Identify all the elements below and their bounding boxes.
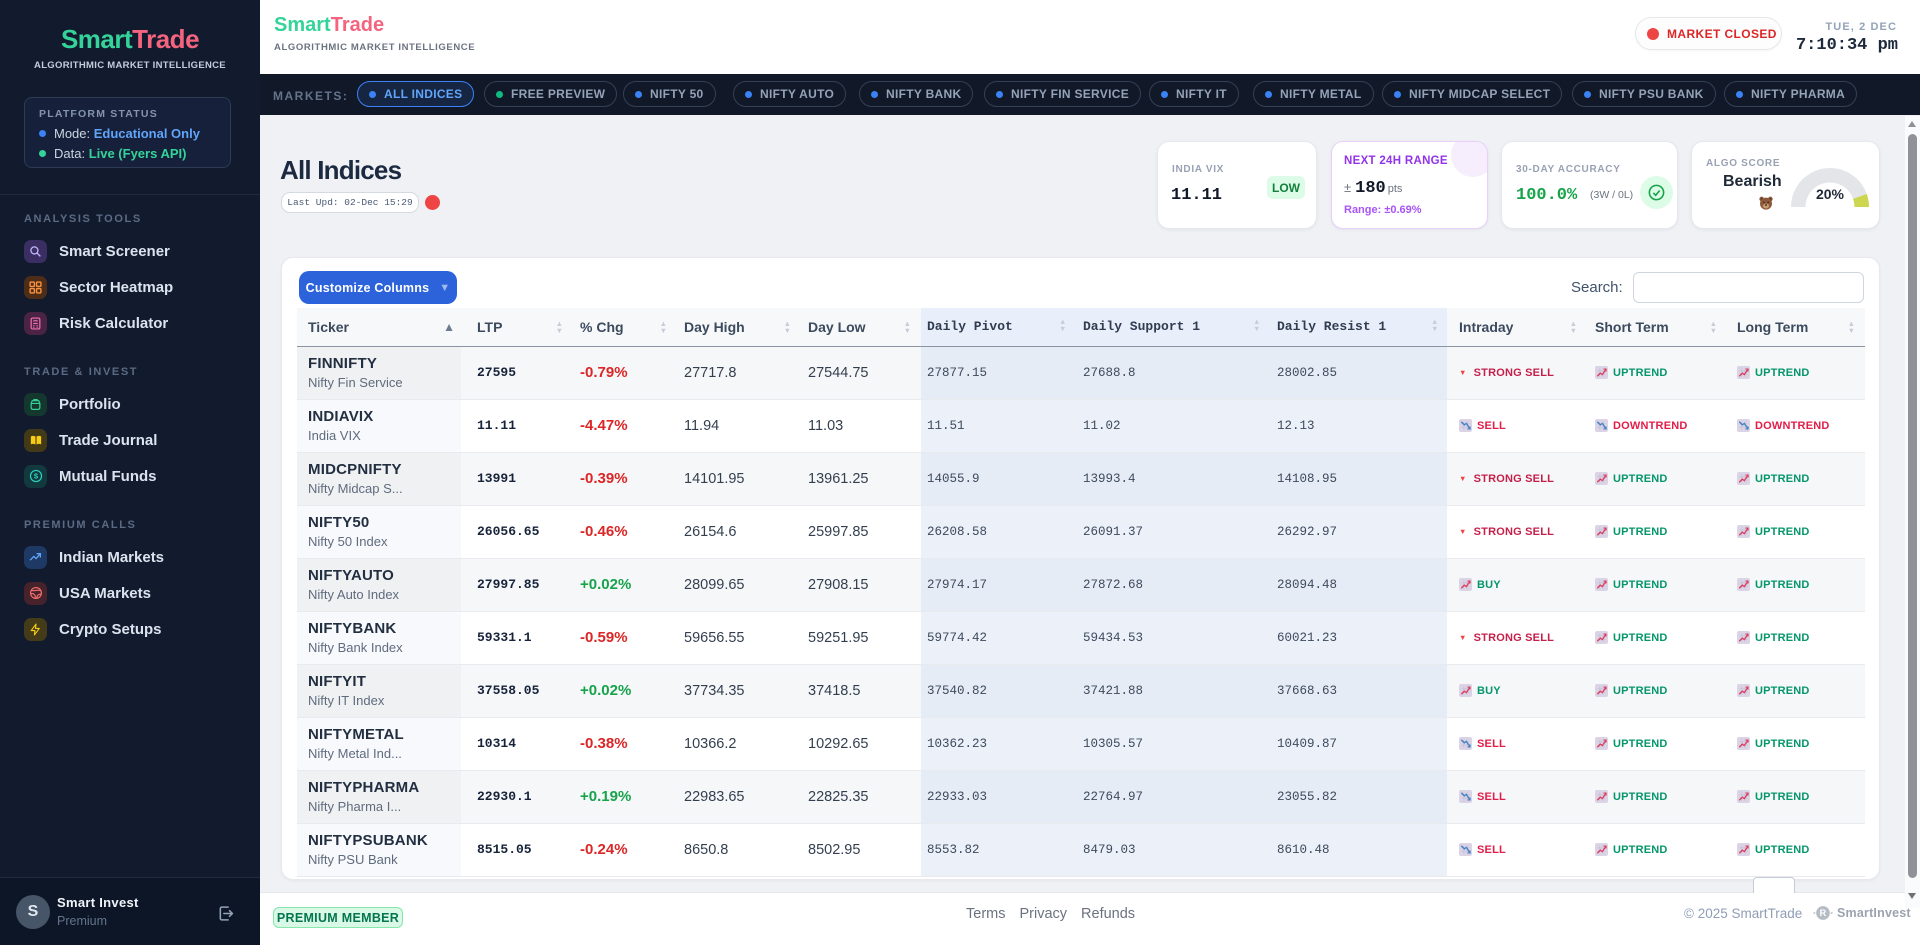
- svg-text:$: $: [33, 472, 38, 481]
- svg-text:R: R: [1820, 908, 1827, 918]
